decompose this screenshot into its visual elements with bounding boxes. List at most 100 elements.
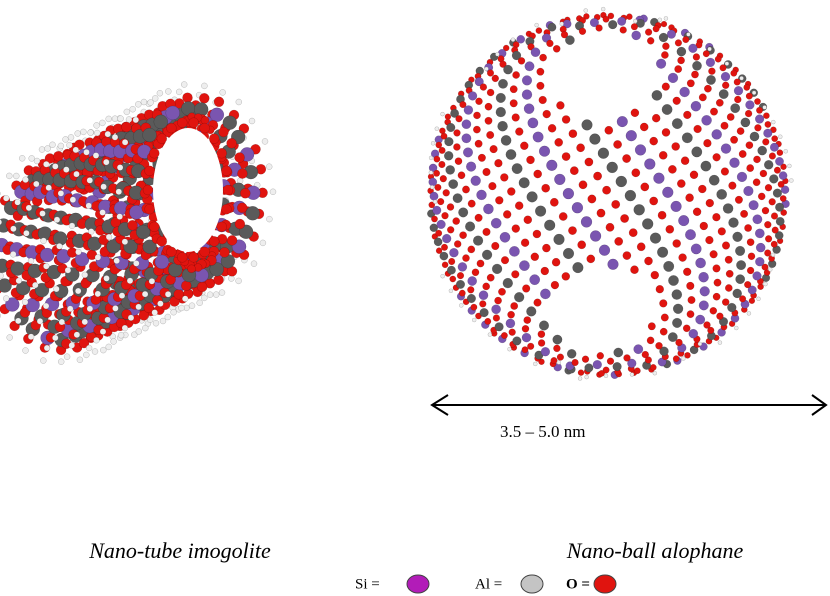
atom bbox=[747, 285, 757, 295]
atom bbox=[53, 285, 60, 293]
atom bbox=[27, 257, 35, 265]
legend-label: Si = bbox=[355, 576, 380, 592]
legend: Si = Al = O = bbox=[355, 574, 617, 594]
atom bbox=[672, 355, 680, 363]
atom bbox=[499, 60, 507, 68]
atom bbox=[52, 334, 59, 342]
atom bbox=[146, 316, 154, 323]
atom bbox=[705, 235, 714, 245]
atom bbox=[603, 373, 609, 379]
atom bbox=[32, 281, 39, 289]
atom bbox=[437, 197, 445, 206]
atom bbox=[103, 158, 110, 166]
atom bbox=[438, 160, 446, 169]
atom bbox=[505, 149, 517, 160]
atom bbox=[754, 228, 765, 239]
atom bbox=[72, 146, 80, 154]
atom bbox=[550, 280, 560, 290]
atom bbox=[465, 161, 477, 172]
atom bbox=[662, 186, 674, 198]
atom bbox=[595, 24, 603, 32]
atom bbox=[780, 209, 788, 216]
atom bbox=[624, 189, 637, 202]
atom bbox=[132, 116, 140, 124]
atom bbox=[734, 95, 742, 104]
atom bbox=[83, 351, 90, 359]
atom bbox=[787, 163, 792, 169]
atom bbox=[756, 106, 763, 114]
atom bbox=[568, 129, 578, 139]
atom bbox=[500, 256, 510, 265]
atom bbox=[471, 317, 477, 323]
atom bbox=[649, 136, 659, 146]
atom bbox=[15, 280, 31, 296]
atom bbox=[110, 338, 117, 345]
atom bbox=[508, 328, 516, 336]
atom bbox=[729, 157, 740, 168]
atom bbox=[482, 167, 491, 177]
atom bbox=[505, 318, 516, 329]
atom bbox=[747, 252, 756, 261]
atom bbox=[500, 173, 509, 182]
atom bbox=[652, 370, 658, 376]
atom bbox=[614, 236, 624, 246]
atom bbox=[221, 165, 232, 177]
atom bbox=[213, 274, 224, 286]
atom bbox=[432, 199, 438, 205]
atom bbox=[486, 88, 495, 97]
atom bbox=[571, 358, 579, 367]
atom bbox=[631, 30, 642, 41]
atom bbox=[446, 122, 456, 133]
atom bbox=[76, 356, 84, 364]
atom bbox=[655, 285, 664, 294]
atom bbox=[216, 147, 227, 159]
atom bbox=[238, 224, 254, 240]
atom bbox=[640, 182, 650, 192]
atom bbox=[583, 8, 588, 13]
atom bbox=[57, 142, 65, 150]
atom bbox=[613, 347, 624, 358]
atom bbox=[209, 262, 224, 277]
legend-swatch bbox=[593, 574, 617, 594]
atom bbox=[682, 324, 691, 333]
atom bbox=[644, 256, 653, 266]
atom bbox=[201, 294, 208, 302]
atom bbox=[672, 317, 683, 328]
atom bbox=[584, 363, 594, 373]
atom bbox=[515, 127, 524, 136]
atom bbox=[22, 176, 29, 183]
atom bbox=[589, 133, 601, 145]
atom bbox=[209, 107, 225, 123]
atom bbox=[449, 247, 459, 258]
atom bbox=[651, 113, 661, 123]
atom bbox=[744, 109, 753, 118]
atom bbox=[39, 247, 55, 263]
atom bbox=[6, 172, 13, 180]
atom bbox=[461, 119, 472, 130]
atom bbox=[763, 112, 770, 120]
atom bbox=[630, 265, 639, 275]
atom bbox=[686, 310, 695, 319]
atom bbox=[554, 138, 564, 147]
atom bbox=[547, 22, 557, 32]
atom bbox=[106, 239, 121, 254]
atom bbox=[261, 138, 269, 145]
atom bbox=[58, 318, 66, 326]
atom bbox=[500, 332, 508, 339]
atom bbox=[36, 317, 44, 325]
legend-swatch bbox=[406, 574, 430, 594]
atom bbox=[712, 264, 721, 273]
atom bbox=[753, 155, 761, 164]
atom bbox=[769, 174, 779, 184]
atom bbox=[218, 126, 229, 138]
atom bbox=[450, 108, 460, 118]
atom bbox=[482, 282, 491, 291]
atom bbox=[436, 219, 446, 230]
atom bbox=[511, 224, 521, 233]
atom bbox=[757, 192, 766, 201]
atom bbox=[142, 184, 154, 196]
atom bbox=[2, 295, 10, 302]
atom bbox=[42, 302, 50, 310]
atom bbox=[105, 115, 112, 123]
